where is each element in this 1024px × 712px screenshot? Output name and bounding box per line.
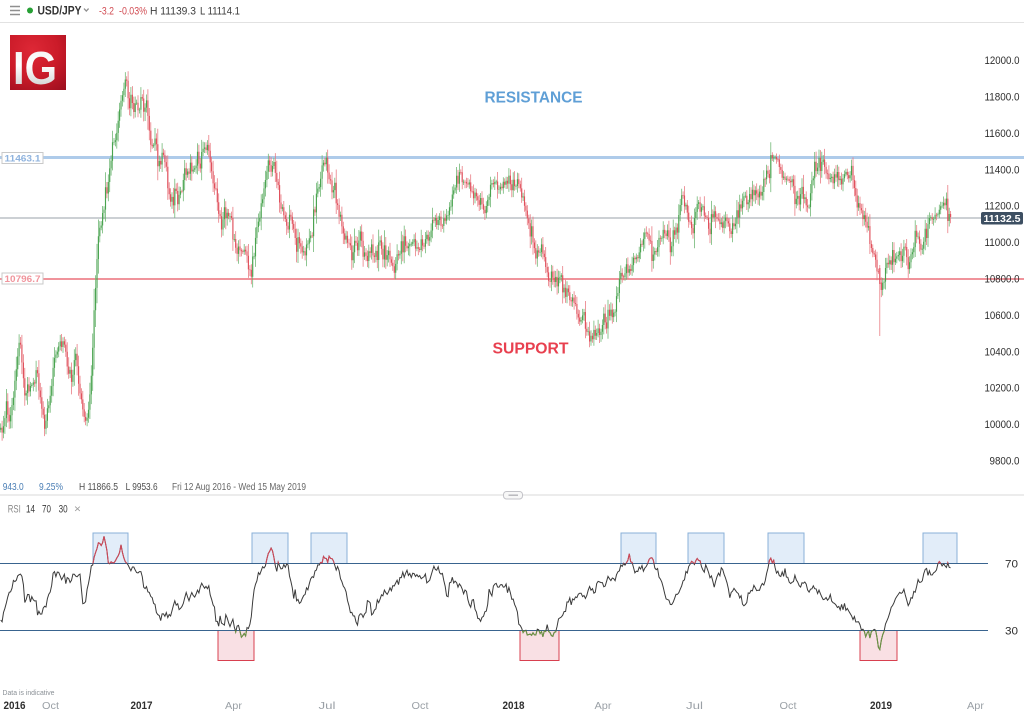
svg-text:SUPPORT: SUPPORT — [493, 341, 570, 358]
svg-text:9.25%: 9.25% — [39, 482, 63, 493]
svg-text:Apr: Apr — [595, 700, 613, 712]
svg-text:2018: 2018 — [503, 700, 525, 712]
svg-text:L 9953.6: L 9953.6 — [126, 482, 158, 493]
svg-text:H 11139.3: H 11139.3 — [150, 6, 196, 18]
svg-text:RESISTANCE: RESISTANCE — [485, 90, 583, 107]
svg-text:10400.0: 10400.0 — [985, 346, 1020, 358]
svg-text:Apr: Apr — [225, 700, 243, 712]
svg-text:11463.1: 11463.1 — [5, 153, 42, 164]
svg-text:30: 30 — [1005, 625, 1018, 637]
svg-text:Oct: Oct — [780, 700, 797, 712]
svg-text:USD/JPY: USD/JPY — [38, 6, 82, 18]
svg-text:943.0: 943.0 — [3, 482, 24, 493]
svg-text:Apr: Apr — [967, 700, 985, 712]
svg-text:10796.7: 10796.7 — [5, 274, 41, 285]
svg-text:70: 70 — [42, 504, 51, 516]
svg-text:Fri 12 Aug 2016 - Wed 15 May 2: Fri 12 Aug 2016 - Wed 15 May 2019 — [172, 482, 306, 493]
svg-text:L 11114.1: L 11114.1 — [200, 6, 240, 18]
svg-text:2017: 2017 — [131, 700, 153, 712]
svg-text:70: 70 — [1005, 558, 1018, 570]
svg-text:2019: 2019 — [870, 700, 892, 712]
svg-text:10000.0: 10000.0 — [985, 419, 1020, 431]
svg-text:12000.0: 12000.0 — [985, 55, 1020, 67]
svg-text:IG: IG — [13, 42, 57, 90]
svg-text:11200.0: 11200.0 — [985, 201, 1020, 213]
svg-text:30: 30 — [59, 504, 68, 516]
svg-text:-3.2: -3.2 — [99, 6, 114, 18]
svg-text:11400.0: 11400.0 — [985, 164, 1020, 176]
svg-text:10800.0: 10800.0 — [985, 274, 1020, 286]
svg-text:10600.0: 10600.0 — [985, 310, 1020, 322]
svg-text:-0.03%: -0.03% — [119, 6, 147, 18]
svg-text:11000.0: 11000.0 — [985, 237, 1020, 249]
svg-text:2016: 2016 — [4, 700, 26, 712]
svg-text:Oct: Oct — [412, 700, 429, 712]
svg-text:Jul: Jul — [319, 700, 336, 712]
svg-text:9800.0: 9800.0 — [990, 456, 1020, 468]
svg-text:10200.0: 10200.0 — [985, 383, 1020, 395]
svg-text:Data is indicative: Data is indicative — [3, 690, 55, 697]
svg-text:Oct: Oct — [42, 700, 59, 712]
svg-text:14: 14 — [26, 504, 35, 516]
svg-text:11132.5: 11132.5 — [984, 214, 1021, 225]
svg-text:×: × — [74, 504, 81, 516]
svg-text:11800.0: 11800.0 — [985, 92, 1020, 104]
svg-text:RSI: RSI — [8, 504, 21, 516]
svg-text:11600.0: 11600.0 — [985, 128, 1020, 140]
svg-text:H 11866.5: H 11866.5 — [79, 482, 118, 493]
svg-text:Jul: Jul — [686, 700, 703, 712]
